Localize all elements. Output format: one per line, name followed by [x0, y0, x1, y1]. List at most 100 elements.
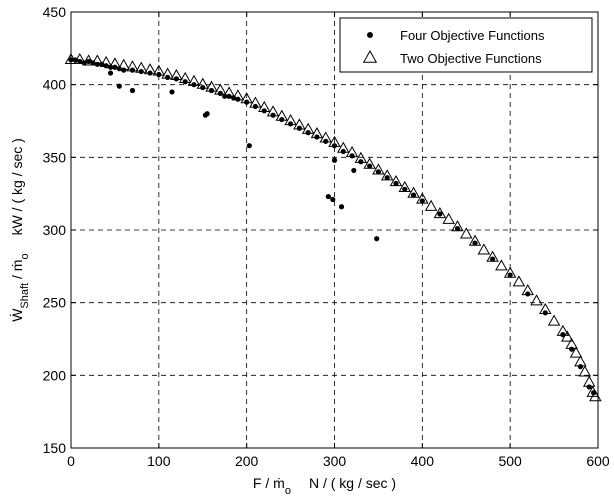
y-axis-label-main: Ẇ	[8, 308, 25, 322]
data-point-four-objective	[147, 70, 153, 76]
data-point-four-objective	[270, 112, 276, 118]
legend-marker-four-objective	[367, 32, 373, 38]
x-axis-label-unit: N / ( kg / sec )	[309, 475, 396, 491]
x-axis-label: F / ṁo N / ( kg / sec )	[253, 475, 396, 497]
data-point-four-objective	[402, 186, 408, 192]
data-point-two-objective	[459, 227, 473, 239]
data-point-four-objective	[375, 169, 382, 175]
data-point-four-objective	[200, 84, 206, 91]
data-point-four-objective	[204, 111, 210, 117]
data-point-two-objective	[82, 54, 95, 66]
data-point-four-objective	[129, 87, 136, 94]
data-point-four-objective	[410, 192, 417, 198]
legend-entry-two-objective: Two Objective Functions	[400, 51, 542, 66]
data-point-four-objective	[367, 163, 373, 169]
data-point-four-objective	[338, 204, 345, 210]
data-point-four-objective	[116, 83, 122, 89]
data-point-four-objective	[217, 90, 223, 96]
data-point-four-objective	[246, 143, 252, 149]
data-point-four-objective	[156, 71, 162, 78]
x-tick-label: 300	[323, 453, 347, 469]
data-point-four-objective	[279, 116, 285, 123]
data-point-four-objective	[99, 61, 105, 67]
data-point-four-objective	[90, 60, 96, 66]
x-tick-label: 0	[67, 453, 75, 469]
y-axis-label-unit: kW / ( kg / sec )	[9, 138, 25, 235]
data-point-four-objective	[244, 99, 250, 105]
data-point-four-objective	[542, 310, 548, 316]
data-point-four-objective	[94, 61, 100, 67]
data-point-four-objective	[173, 76, 179, 82]
x-tick-label: 400	[411, 453, 435, 469]
data-point-four-objective	[103, 63, 109, 69]
data-point-four-objective	[437, 211, 443, 217]
data-point-two-objective	[433, 206, 447, 219]
data-points	[64, 52, 602, 402]
data-point-four-objective	[490, 256, 496, 262]
data-point-four-objective	[331, 143, 338, 149]
data-point-four-objective	[116, 66, 122, 72]
data-point-four-objective	[358, 159, 364, 165]
x-axis-label-main: F / ṁ	[253, 475, 285, 491]
data-point-four-objective	[261, 108, 267, 114]
y-axis-label-sub: Shaft	[19, 283, 31, 309]
data-point-four-objective	[85, 58, 92, 65]
data-point-four-objective	[419, 198, 425, 204]
data-point-four-objective	[121, 67, 127, 73]
x-tick-label: 100	[147, 453, 171, 469]
y-axis-label-div: / ṁ	[9, 260, 25, 283]
data-point-two-objective	[512, 275, 526, 287]
data-point-four-objective	[296, 125, 302, 131]
y-tick-label: 250	[43, 295, 67, 311]
legend: Four Objective Functions Two Objective F…	[339, 17, 593, 73]
data-point-four-objective	[169, 89, 175, 95]
x-tick-label: 500	[498, 453, 522, 469]
y-tick-label: 400	[43, 77, 67, 93]
data-point-four-objective	[351, 167, 357, 174]
data-point-two-objective	[424, 199, 438, 211]
data-point-four-objective	[586, 384, 592, 390]
data-point-four-objective	[569, 346, 575, 352]
data-point-four-objective	[323, 138, 329, 144]
y-tick-label: 150	[43, 440, 67, 456]
data-point-four-objective	[472, 240, 478, 246]
data-point-four-objective	[331, 157, 338, 163]
data-point-two-objective	[442, 212, 455, 224]
grid-lines	[71, 12, 598, 448]
data-point-four-objective	[77, 58, 83, 65]
data-point-four-objective	[222, 93, 228, 99]
data-point-four-objective	[349, 153, 355, 159]
data-point-two-objective	[578, 365, 592, 377]
data-point-four-objective	[208, 87, 215, 94]
data-point-four-objective	[138, 68, 144, 75]
data-point-four-objective	[577, 364, 584, 370]
data-point-four-objective	[129, 67, 136, 73]
x-tick-label: 200	[235, 453, 259, 469]
y-tick-label: 200	[43, 367, 67, 383]
data-point-four-objective	[525, 291, 531, 297]
data-point-four-objective	[191, 82, 197, 88]
data-point-four-objective	[330, 196, 336, 203]
x-tick-label: 600	[586, 453, 610, 469]
axis-ticks: 0 100 200 300 400 500 600 150 200 250 300 350 400 450	[43, 4, 610, 469]
data-point-two-objective	[530, 294, 543, 306]
data-point-four-objective	[393, 180, 399, 187]
data-point-four-objective	[560, 332, 566, 338]
data-point-four-objective	[340, 148, 346, 155]
legend-box	[339, 17, 593, 73]
data-point-four-objective	[107, 70, 114, 76]
data-point-four-objective	[165, 74, 171, 80]
data-point-four-objective	[287, 121, 294, 127]
y-tick-label: 350	[43, 149, 67, 165]
data-point-two-objective	[495, 259, 508, 271]
data-point-four-objective	[226, 93, 232, 99]
y-axis-label: ẆShaft / ṁo kW / ( kg / sec )	[8, 138, 31, 322]
data-point-four-objective	[112, 64, 118, 70]
data-point-four-objective	[507, 272, 513, 278]
data-point-four-objective	[182, 79, 188, 85]
legend-marker-two-objective	[362, 49, 378, 63]
data-point-four-objective	[72, 57, 78, 63]
data-point-two-objective	[569, 346, 583, 358]
data-point-four-objective	[305, 130, 311, 136]
